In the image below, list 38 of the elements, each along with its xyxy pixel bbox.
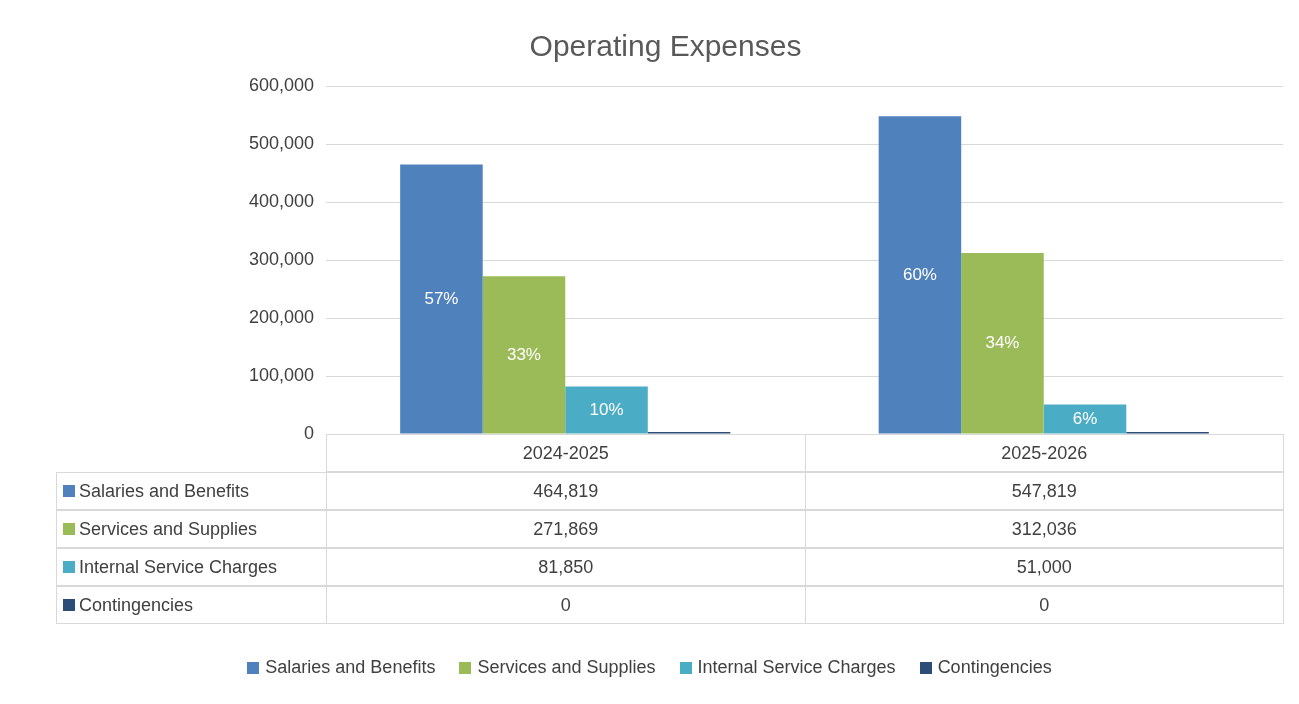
legend-label: Services and Supplies (477, 657, 656, 678)
bar (1043, 404, 1127, 434)
legend-label: Salaries and Benefits (79, 480, 250, 502)
bar (961, 253, 1044, 434)
y-tick-label: 300,000 (248, 248, 314, 269)
x-tick-label: 2024-2025 (326, 434, 806, 472)
chart-title: Operating Expenses (529, 29, 802, 63)
data-label: 81,850 (326, 548, 806, 586)
data-label: 51,000 (804, 548, 1284, 586)
bar (565, 386, 648, 434)
y-tick-label: 0 (303, 422, 314, 443)
data-label: 0 (326, 586, 806, 624)
data-label: 312,036 (804, 510, 1284, 548)
text: Contingencies (79, 594, 194, 615)
annotation: 10% (589, 399, 624, 419)
annotation: 34% (985, 332, 1020, 352)
bar (878, 116, 962, 434)
text: Services and Supplies (79, 518, 258, 539)
y-tick-label: 400,000 (248, 190, 314, 211)
annotation: 57% (424, 288, 459, 308)
x-tick-label: 2025-2026 (804, 434, 1284, 472)
bar (482, 276, 566, 434)
annotation: 60% (902, 264, 937, 284)
y-tick-label: 500,000 (248, 132, 314, 153)
data-label: 0 (804, 586, 1284, 624)
bar (400, 164, 483, 434)
data-label: 271,869 (326, 510, 806, 548)
legend-label: Internal Service Charges (697, 657, 896, 678)
text: Internal Service Charges (79, 556, 278, 577)
data-label: 547,819 (804, 472, 1284, 510)
y-tick-label: 100,000 (248, 364, 314, 385)
y-tick-label: 200,000 (248, 306, 314, 327)
text: Salaries and Benefits (265, 657, 436, 677)
data-label: 464,819 (326, 472, 806, 510)
annotation: 33% (506, 344, 541, 364)
legend-label: Contingencies (937, 657, 1052, 678)
annotation: 6% (1072, 408, 1098, 428)
y-tick-label: 600,000 (248, 74, 314, 95)
